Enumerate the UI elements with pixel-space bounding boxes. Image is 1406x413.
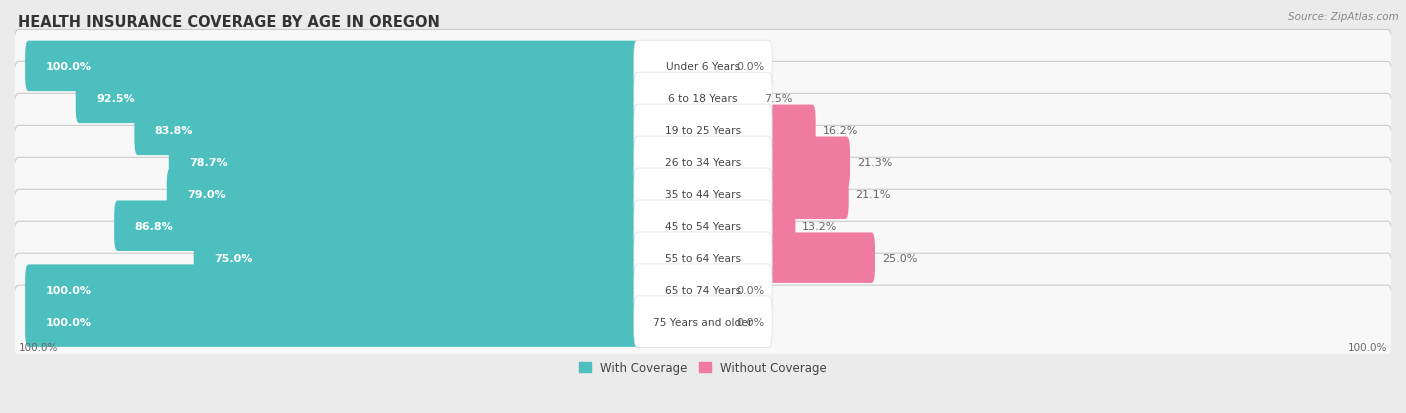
- Text: 21.1%: 21.1%: [855, 189, 891, 199]
- FancyBboxPatch shape: [634, 264, 772, 316]
- Text: 19 to 25 Years: 19 to 25 Years: [665, 126, 741, 135]
- Text: 7.5%: 7.5%: [763, 94, 792, 104]
- FancyBboxPatch shape: [634, 169, 772, 220]
- Text: 16.2%: 16.2%: [823, 126, 858, 135]
- Text: Source: ZipAtlas.com: Source: ZipAtlas.com: [1288, 12, 1399, 22]
- Text: 100.0%: 100.0%: [1348, 342, 1388, 352]
- FancyBboxPatch shape: [13, 190, 1393, 263]
- Text: 100.0%: 100.0%: [45, 285, 91, 295]
- FancyBboxPatch shape: [634, 137, 772, 188]
- Text: HEALTH INSURANCE COVERAGE BY AGE IN OREGON: HEALTH INSURANCE COVERAGE BY AGE IN OREG…: [18, 15, 440, 30]
- Text: 78.7%: 78.7%: [188, 157, 228, 167]
- Text: 83.8%: 83.8%: [155, 126, 193, 135]
- Text: 100.0%: 100.0%: [18, 342, 58, 352]
- Text: 6 to 18 Years: 6 to 18 Years: [668, 94, 738, 104]
- Text: 45 to 54 Years: 45 to 54 Years: [665, 221, 741, 231]
- FancyBboxPatch shape: [700, 42, 730, 92]
- Text: 86.8%: 86.8%: [135, 221, 173, 231]
- Text: 21.3%: 21.3%: [856, 157, 893, 167]
- Text: 25.0%: 25.0%: [882, 253, 917, 263]
- FancyBboxPatch shape: [25, 265, 706, 315]
- Text: 0.0%: 0.0%: [737, 317, 765, 327]
- FancyBboxPatch shape: [114, 201, 706, 252]
- FancyBboxPatch shape: [13, 222, 1393, 294]
- Legend: With Coverage, Without Coverage: With Coverage, Without Coverage: [579, 361, 827, 374]
- FancyBboxPatch shape: [13, 126, 1393, 199]
- FancyBboxPatch shape: [700, 169, 849, 219]
- FancyBboxPatch shape: [13, 62, 1393, 135]
- Text: 75.0%: 75.0%: [214, 253, 252, 263]
- Text: Under 6 Years: Under 6 Years: [666, 62, 740, 72]
- FancyBboxPatch shape: [634, 41, 772, 93]
- Text: 75 Years and older: 75 Years and older: [654, 317, 752, 327]
- FancyBboxPatch shape: [13, 94, 1393, 167]
- Text: 35 to 44 Years: 35 to 44 Years: [665, 189, 741, 199]
- FancyBboxPatch shape: [700, 201, 796, 252]
- FancyBboxPatch shape: [700, 297, 730, 347]
- FancyBboxPatch shape: [700, 137, 851, 188]
- FancyBboxPatch shape: [700, 74, 756, 124]
- FancyBboxPatch shape: [634, 73, 772, 124]
- Text: 79.0%: 79.0%: [187, 189, 225, 199]
- FancyBboxPatch shape: [634, 296, 772, 347]
- FancyBboxPatch shape: [13, 285, 1393, 358]
- Text: 100.0%: 100.0%: [45, 317, 91, 327]
- FancyBboxPatch shape: [25, 297, 706, 347]
- FancyBboxPatch shape: [634, 105, 772, 156]
- Text: 26 to 34 Years: 26 to 34 Years: [665, 157, 741, 167]
- Text: 55 to 64 Years: 55 to 64 Years: [665, 253, 741, 263]
- FancyBboxPatch shape: [167, 169, 706, 219]
- FancyBboxPatch shape: [76, 74, 706, 124]
- Text: 13.2%: 13.2%: [803, 221, 838, 231]
- FancyBboxPatch shape: [700, 105, 815, 156]
- FancyBboxPatch shape: [25, 42, 706, 92]
- Text: 65 to 74 Years: 65 to 74 Years: [665, 285, 741, 295]
- Text: 100.0%: 100.0%: [45, 62, 91, 72]
- FancyBboxPatch shape: [194, 233, 706, 283]
- FancyBboxPatch shape: [13, 31, 1393, 103]
- FancyBboxPatch shape: [700, 233, 875, 283]
- FancyBboxPatch shape: [634, 201, 772, 252]
- Text: 92.5%: 92.5%: [96, 94, 135, 104]
- FancyBboxPatch shape: [169, 137, 706, 188]
- Text: 0.0%: 0.0%: [737, 285, 765, 295]
- FancyBboxPatch shape: [13, 158, 1393, 230]
- FancyBboxPatch shape: [634, 233, 772, 284]
- FancyBboxPatch shape: [13, 254, 1393, 326]
- FancyBboxPatch shape: [700, 265, 730, 315]
- FancyBboxPatch shape: [135, 105, 706, 156]
- Text: 0.0%: 0.0%: [737, 62, 765, 72]
